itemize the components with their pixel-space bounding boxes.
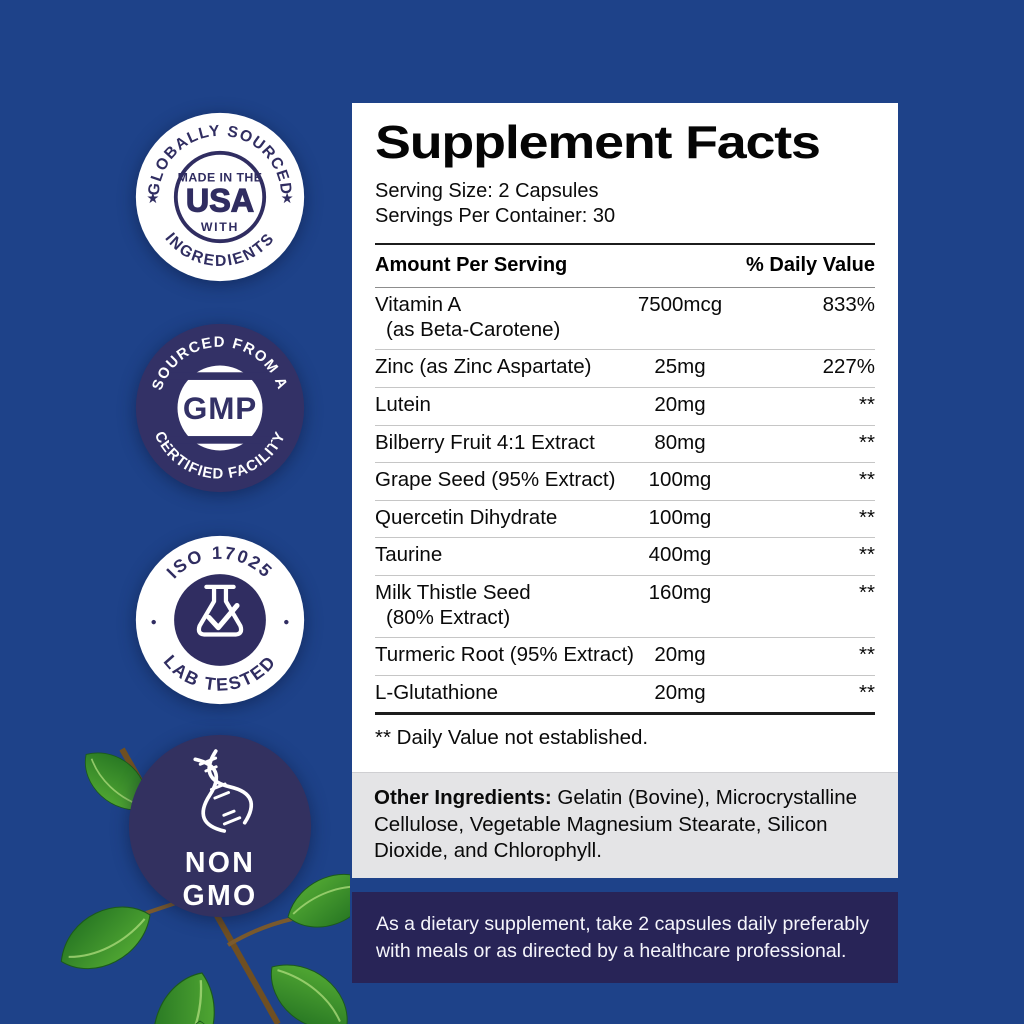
ingredient-amount: 20mg xyxy=(654,643,706,667)
usa-badge-line2: USA xyxy=(186,182,254,218)
table-row: Lutein 20mg ** xyxy=(375,388,875,426)
ingredient-name: Bilberry Fruit 4:1 Extract xyxy=(375,430,595,454)
ingredient-dv: ** xyxy=(859,505,875,529)
serving-size: Serving Size: 2 Capsules xyxy=(375,180,599,202)
other-ingredients-label: Other Ingredients: xyxy=(374,786,552,810)
ingredient-name: Zinc (as Zinc Aspartate) xyxy=(375,355,592,379)
ingredient-name: L-Glutathione xyxy=(375,680,499,704)
ingredient-name: Taurine xyxy=(375,543,443,567)
ingredient-dv: 227% xyxy=(822,355,875,379)
header-rule xyxy=(375,243,875,246)
table-header: Amount Per Serving % Daily Value xyxy=(375,245,875,289)
non-gmo-line2: GMO xyxy=(182,880,257,912)
lab-badge-icon: ISO 17025 LAB TESTED ● ● xyxy=(135,535,305,705)
directions-box: As a dietary supplement, take 2 capsules… xyxy=(352,892,898,984)
ingredient-dv: ** xyxy=(859,580,875,604)
ingredient-amount: 80mg xyxy=(654,430,706,454)
dna-icon xyxy=(193,749,254,833)
ingredient-dv: ** xyxy=(859,643,875,667)
table-row: Zinc (as Zinc Aspartate) 25mg 227% xyxy=(375,350,875,388)
gmp-badge-center: GMP xyxy=(183,391,257,426)
ingredient-amount: 100mg xyxy=(648,505,712,529)
ingredient-dv: ** xyxy=(859,543,875,567)
table-row: Turmeric Root (95% Extract) 20mg ** xyxy=(375,638,875,676)
table-row: Bilberry Fruit 4:1 Extract 80mg ** xyxy=(375,426,875,464)
column-daily-value: % Daily Value xyxy=(746,254,875,277)
star-icon: ★ xyxy=(146,191,159,207)
ingredient-name: Vitamin A xyxy=(375,293,462,317)
directions-text: As a dietary supplement, take 2 capsules… xyxy=(376,913,870,962)
column-amount-per-serving: Amount Per Serving xyxy=(375,254,568,277)
ingredient-dv: ** xyxy=(859,680,875,704)
usa-badge-line1: MADE IN THE xyxy=(178,171,263,185)
made-in-usa-badge: GLOBALLY SOURCED INGREDIENTS ★ ★ MADE IN… xyxy=(135,112,305,282)
daily-value-footnote: ** Daily Value not established. xyxy=(375,726,649,750)
dot-icon: ● xyxy=(283,617,289,628)
gmp-certified-badge: SOURCED FROM A CERTIFIED FACILITY GMP xyxy=(135,323,305,493)
table-row: Vitamin A (as Beta-Carotene) 7500mcg 833% xyxy=(375,288,875,351)
ingredient-amount: 100mg xyxy=(648,468,712,492)
table-row: L-Glutathione 20mg ** xyxy=(375,676,875,713)
usa-badge-icon: GLOBALLY SOURCED INGREDIENTS ★ ★ MADE IN… xyxy=(135,112,305,282)
other-ingredients-box: Other Ingredients: Gelatin (Bovine), Mic… xyxy=(352,772,898,879)
footnote-rule xyxy=(375,712,875,716)
table-row: Milk Thistle Seed (80% Extract) 160mg ** xyxy=(375,576,875,639)
ingredient-amount: 25mg xyxy=(654,355,706,379)
non-gmo-badge: NON GMO xyxy=(128,734,312,918)
table-row: Taurine 400mg ** xyxy=(375,538,875,576)
ingredient-name: Quercetin Dihydrate xyxy=(375,505,558,529)
ingredient-subname: (80% Extract) xyxy=(386,605,511,629)
other-ingredients-text: Gelatin (Bovine), Microcrystalline Cellu… xyxy=(374,786,858,862)
table-row: Grape Seed (95% Extract) 100mg ** xyxy=(375,463,875,501)
flask-check-icon xyxy=(196,584,244,637)
table-row: Quercetin Dihydrate 100mg ** xyxy=(375,501,875,539)
ingredient-dv: 833% xyxy=(822,293,875,317)
dot-icon: ● xyxy=(151,617,157,628)
ingredient-amount: 20mg xyxy=(654,680,706,704)
supplement-facts-panel: Supplement Facts Serving Size: 2 Capsule… xyxy=(352,103,898,773)
usa-badge-line3: WITH xyxy=(201,220,239,234)
non-gmo-line1: NON xyxy=(185,847,255,879)
ingredient-amount: 20mg xyxy=(654,392,706,416)
star-icon: ★ xyxy=(281,191,294,207)
lab-tested-badge: ISO 17025 LAB TESTED ● ● xyxy=(135,535,305,705)
ingredient-subname: (as Beta-Carotene) xyxy=(386,317,561,341)
ingredient-dv: ** xyxy=(859,468,875,492)
ingredient-amount: 160mg xyxy=(648,580,712,604)
ingredient-name: Grape Seed (95% Extract) xyxy=(375,468,616,492)
ingredient-name: Lutein xyxy=(375,392,431,416)
gmp-badge-icon: SOURCED FROM A CERTIFIED FACILITY GMP xyxy=(135,323,305,493)
panel-title: Supplement Facts xyxy=(375,116,821,168)
ingredient-amount: 400mg xyxy=(648,543,712,567)
servings-per-container: Servings Per Container: 30 xyxy=(375,204,616,227)
supplement-facts-column: Supplement Facts Serving Size: 2 Capsule… xyxy=(352,103,898,984)
ingredient-name: Turmeric Root (95% Extract) xyxy=(375,643,634,667)
ingredient-amount: 7500mcg xyxy=(637,293,723,317)
ingredient-dv: ** xyxy=(859,392,875,416)
non-gmo-badge-icon: NON GMO xyxy=(128,734,312,918)
ingredient-dv: ** xyxy=(859,430,875,454)
ingredient-name: Milk Thistle Seed xyxy=(375,580,531,604)
